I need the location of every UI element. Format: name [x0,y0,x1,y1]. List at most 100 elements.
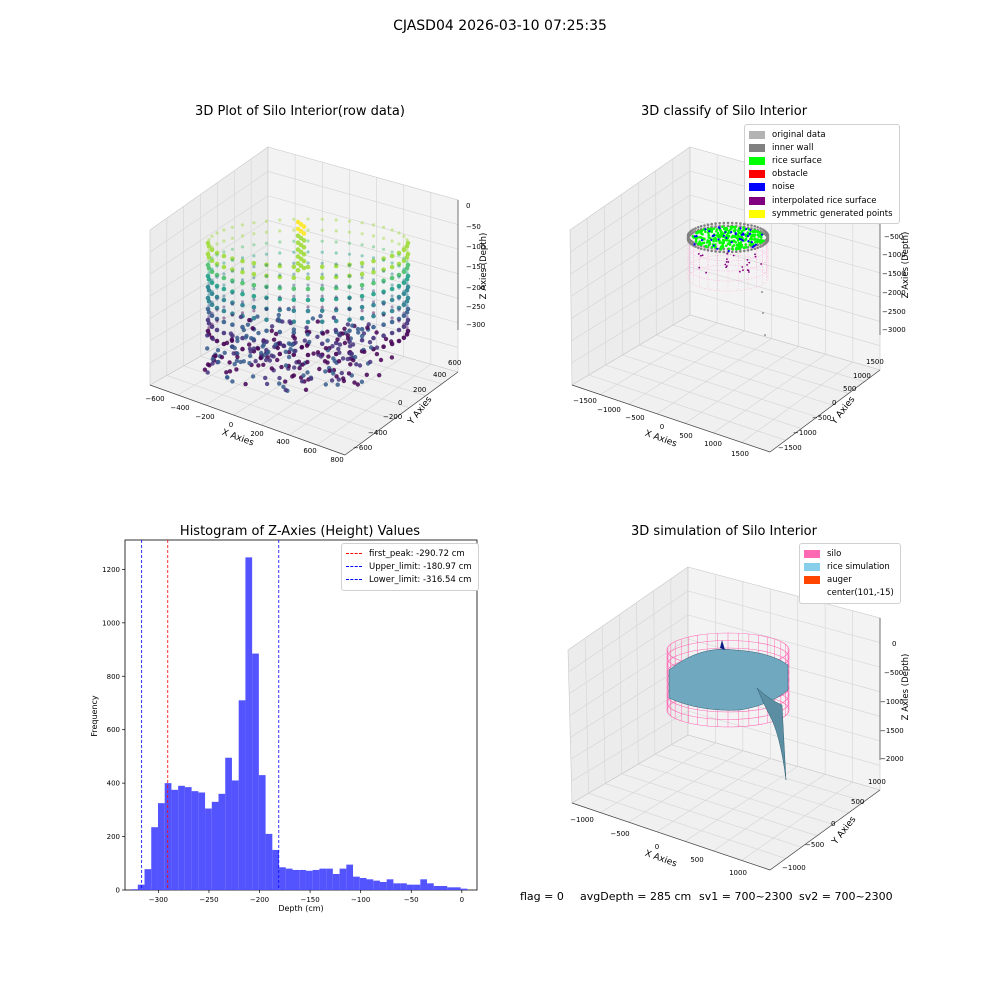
rice-surface-point [762,239,765,243]
rice-surface-point [737,230,740,233]
data-point [360,232,364,236]
data-point [334,284,338,288]
rice-surface-point [754,241,757,244]
histogram-bar [379,881,387,890]
data-point [389,330,395,336]
data-point [347,351,352,356]
histogram-bar [406,884,414,890]
x-tick: −400 [170,404,189,412]
data-point [305,352,311,358]
data-point [275,357,280,363]
data-point [240,245,245,249]
inner-wall-point [710,249,713,253]
data-point [221,264,227,270]
data-point [240,269,245,275]
inner-wall-point [714,250,717,253]
data-point [255,346,261,351]
data-point [215,275,219,279]
data-point [333,307,339,313]
inner-wall-point [703,224,706,227]
data-point [264,219,269,223]
data-point [404,299,410,304]
data-point [405,260,409,264]
data-point [264,328,269,334]
panel4-legend: silo rice simulation auger center(101,-1… [799,543,901,604]
data-point [404,244,410,249]
data-point [334,229,338,233]
data-point [390,283,394,287]
data-point [240,280,245,286]
data-point [404,310,410,315]
x-tick: 600 [303,447,316,455]
data-point [320,272,324,276]
data-point [360,243,364,247]
data-point [240,300,245,304]
noise-point [746,234,750,238]
data-point [230,256,235,262]
rice-surface-point [737,234,740,238]
rice-surface-point [725,228,729,232]
panel3-title: Histogram of Z-Axies (Height) Values [179,524,421,539]
data-point [365,325,370,330]
legend-label: Lower_limit: -316.54 cm [369,574,472,585]
footer-avg-depth: avgDepth = 285 cm [580,890,692,903]
panel3-y-ticks: 0 200 400 600 800 1000 1200 [102,566,125,895]
data-point [205,262,211,268]
data-point [347,307,352,311]
data-point [229,344,235,349]
rice-surface-point [751,233,754,237]
noise-point [749,228,752,232]
interpolated-point [701,254,704,257]
legend-item: original data [749,128,893,141]
data-point [401,324,407,330]
panel4-zlabel: Z Axies (Depth) [901,654,911,721]
y-tick-label: 400 [107,780,120,788]
data-point [302,338,307,343]
inner-wall-point [750,248,753,251]
inner-wall-point [697,246,700,249]
histogram-bar [184,787,192,890]
data-point [214,261,220,267]
legend-swatch [749,196,765,205]
data-point [273,331,279,337]
z-tick: −200 [466,284,485,292]
footer-sv1: sv1 = 700~2300 [699,890,793,903]
legend-swatch [749,130,765,139]
data-point [278,240,282,244]
data-point [264,317,269,323]
data-point [210,361,215,366]
data-point [320,239,324,243]
interpolated-point [697,253,700,255]
histogram-bar [178,785,185,890]
data-point [291,308,297,314]
rice-surface-point [728,241,732,244]
rice-surface-point [715,228,719,231]
noise-point [751,246,754,249]
data-point [401,291,407,297]
legend-label: obstacle [772,169,808,180]
rice-surface-point [734,225,737,229]
data-point [277,296,283,302]
data-point [330,344,335,349]
data-point [235,354,240,360]
panel4-y-ticks: −1000 −500 0 500 1000 [782,778,886,872]
histogram-bar [346,864,354,890]
panel2-title: 3D classify of Silo Interior [640,104,808,119]
data-point [230,247,234,251]
data-point [265,350,270,356]
inner-wall-point [739,250,742,253]
inner-wall-point [714,225,717,228]
data-point [264,296,269,300]
data-point [283,379,288,384]
data-point [216,359,221,365]
histogram-bar [265,833,273,890]
data-point [390,261,394,265]
inner-wall-point [753,247,757,250]
data-point [227,360,232,365]
data-point [306,261,310,265]
data-point [305,308,311,314]
data-point [222,250,226,254]
data-point [256,330,261,336]
data-point [252,298,256,302]
